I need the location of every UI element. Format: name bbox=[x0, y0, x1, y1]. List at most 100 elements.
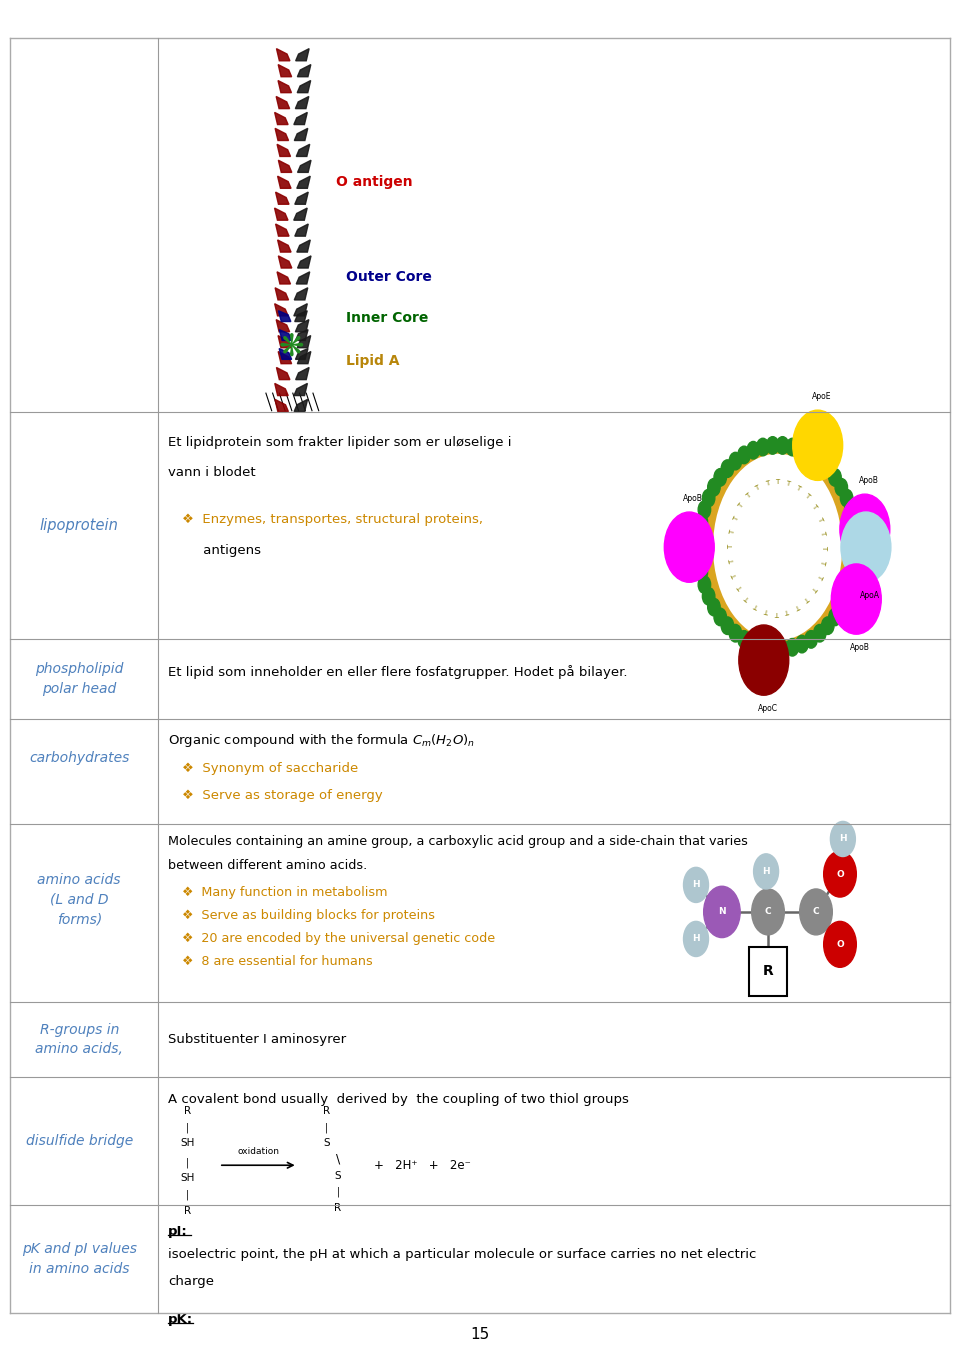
Polygon shape bbox=[297, 176, 310, 188]
Text: |: | bbox=[185, 1158, 189, 1167]
Text: T: T bbox=[737, 503, 745, 509]
Circle shape bbox=[756, 438, 769, 455]
Circle shape bbox=[693, 539, 706, 557]
Circle shape bbox=[824, 921, 856, 967]
Circle shape bbox=[786, 639, 799, 657]
Text: S: S bbox=[335, 1171, 341, 1181]
Text: Outer Core: Outer Core bbox=[346, 270, 431, 284]
Text: Molecules containing an amine group, a carboxylic acid group and a side-chain th: Molecules containing an amine group, a c… bbox=[168, 835, 748, 848]
Text: charge: charge bbox=[168, 1275, 214, 1289]
Text: T: T bbox=[728, 544, 734, 550]
Polygon shape bbox=[298, 255, 311, 267]
Polygon shape bbox=[278, 65, 292, 77]
Text: Substituenter I aminosyrer: Substituenter I aminosyrer bbox=[168, 1034, 347, 1046]
Polygon shape bbox=[279, 330, 292, 340]
Polygon shape bbox=[297, 240, 310, 253]
Text: lipoprotein: lipoprotein bbox=[39, 517, 119, 534]
Text: +   2H⁺   +   2e⁻: + 2H⁺ + 2e⁻ bbox=[374, 1159, 471, 1171]
Text: C: C bbox=[765, 908, 771, 916]
Circle shape bbox=[845, 501, 857, 519]
Text: ApoE: ApoE bbox=[812, 392, 831, 401]
Circle shape bbox=[850, 526, 862, 543]
Text: H: H bbox=[762, 867, 770, 875]
Circle shape bbox=[703, 588, 715, 605]
Polygon shape bbox=[278, 255, 292, 267]
Polygon shape bbox=[294, 400, 307, 412]
Polygon shape bbox=[276, 224, 289, 236]
Text: O: O bbox=[836, 870, 844, 878]
Polygon shape bbox=[278, 161, 292, 173]
Circle shape bbox=[824, 851, 856, 897]
Text: SH: SH bbox=[180, 1139, 194, 1148]
Circle shape bbox=[695, 563, 708, 581]
Text: pK:: pK: bbox=[168, 1313, 193, 1327]
Text: T: T bbox=[776, 609, 780, 616]
Circle shape bbox=[777, 436, 789, 454]
Circle shape bbox=[684, 921, 708, 957]
Circle shape bbox=[848, 513, 860, 531]
Text: R-groups in
amino acids,: R-groups in amino acids, bbox=[36, 1023, 123, 1056]
Text: T: T bbox=[755, 603, 760, 609]
Circle shape bbox=[738, 446, 751, 463]
Polygon shape bbox=[295, 311, 307, 322]
Polygon shape bbox=[276, 320, 290, 332]
Text: amino acids
(L and D
forms): amino acids (L and D forms) bbox=[37, 873, 121, 927]
Polygon shape bbox=[279, 349, 292, 359]
Circle shape bbox=[850, 551, 862, 569]
Text: T: T bbox=[803, 594, 810, 603]
FancyBboxPatch shape bbox=[749, 947, 787, 996]
Polygon shape bbox=[297, 272, 310, 284]
Circle shape bbox=[698, 576, 710, 593]
Text: ApoA: ApoA bbox=[860, 592, 879, 600]
Circle shape bbox=[747, 442, 759, 459]
Text: ❖  8 are essential for humans: ❖ 8 are essential for humans bbox=[182, 955, 373, 969]
Text: Inner Core: Inner Core bbox=[346, 311, 428, 324]
Polygon shape bbox=[275, 208, 288, 220]
Circle shape bbox=[714, 608, 727, 626]
Polygon shape bbox=[277, 176, 291, 188]
Text: T: T bbox=[729, 559, 735, 565]
Circle shape bbox=[721, 617, 733, 635]
Text: T: T bbox=[745, 492, 753, 500]
Text: oxidation: oxidation bbox=[237, 1147, 279, 1156]
Text: R: R bbox=[762, 965, 774, 978]
Text: T: T bbox=[810, 585, 818, 592]
Polygon shape bbox=[295, 128, 308, 141]
Polygon shape bbox=[278, 351, 292, 363]
Text: T: T bbox=[820, 530, 827, 535]
Text: T: T bbox=[816, 573, 823, 578]
Circle shape bbox=[693, 551, 706, 569]
Circle shape bbox=[693, 526, 706, 543]
Circle shape bbox=[848, 563, 860, 581]
Circle shape bbox=[828, 608, 841, 626]
Polygon shape bbox=[294, 112, 307, 124]
Text: ❋: ❋ bbox=[278, 332, 304, 361]
Text: T: T bbox=[810, 503, 818, 509]
Circle shape bbox=[831, 563, 881, 634]
Circle shape bbox=[708, 478, 720, 496]
Circle shape bbox=[813, 453, 826, 470]
Circle shape bbox=[739, 626, 789, 696]
Text: Organic compound with the formula $C_m(H_2O)_n$: Organic compound with the formula $C_m(H… bbox=[168, 732, 475, 750]
Circle shape bbox=[835, 598, 848, 616]
Text: R: R bbox=[183, 1106, 191, 1116]
Polygon shape bbox=[294, 304, 307, 316]
Circle shape bbox=[793, 411, 843, 481]
Polygon shape bbox=[275, 384, 288, 396]
Circle shape bbox=[822, 459, 834, 477]
Circle shape bbox=[766, 640, 779, 658]
Text: O: O bbox=[836, 940, 844, 948]
Text: ❖  Serve as building blocks for proteins: ❖ Serve as building blocks for proteins bbox=[182, 909, 436, 923]
Circle shape bbox=[752, 889, 784, 935]
Text: R: R bbox=[323, 1106, 330, 1116]
Text: pK and pI values
in amino acids: pK and pI values in amino acids bbox=[22, 1243, 136, 1275]
Circle shape bbox=[804, 631, 817, 648]
Text: ApoB: ApoB bbox=[859, 477, 878, 485]
Polygon shape bbox=[298, 161, 311, 173]
Circle shape bbox=[813, 624, 826, 642]
Circle shape bbox=[721, 467, 834, 627]
Polygon shape bbox=[294, 384, 307, 396]
Polygon shape bbox=[277, 145, 291, 157]
Polygon shape bbox=[278, 335, 292, 347]
Text: antigens: antigens bbox=[182, 544, 261, 558]
